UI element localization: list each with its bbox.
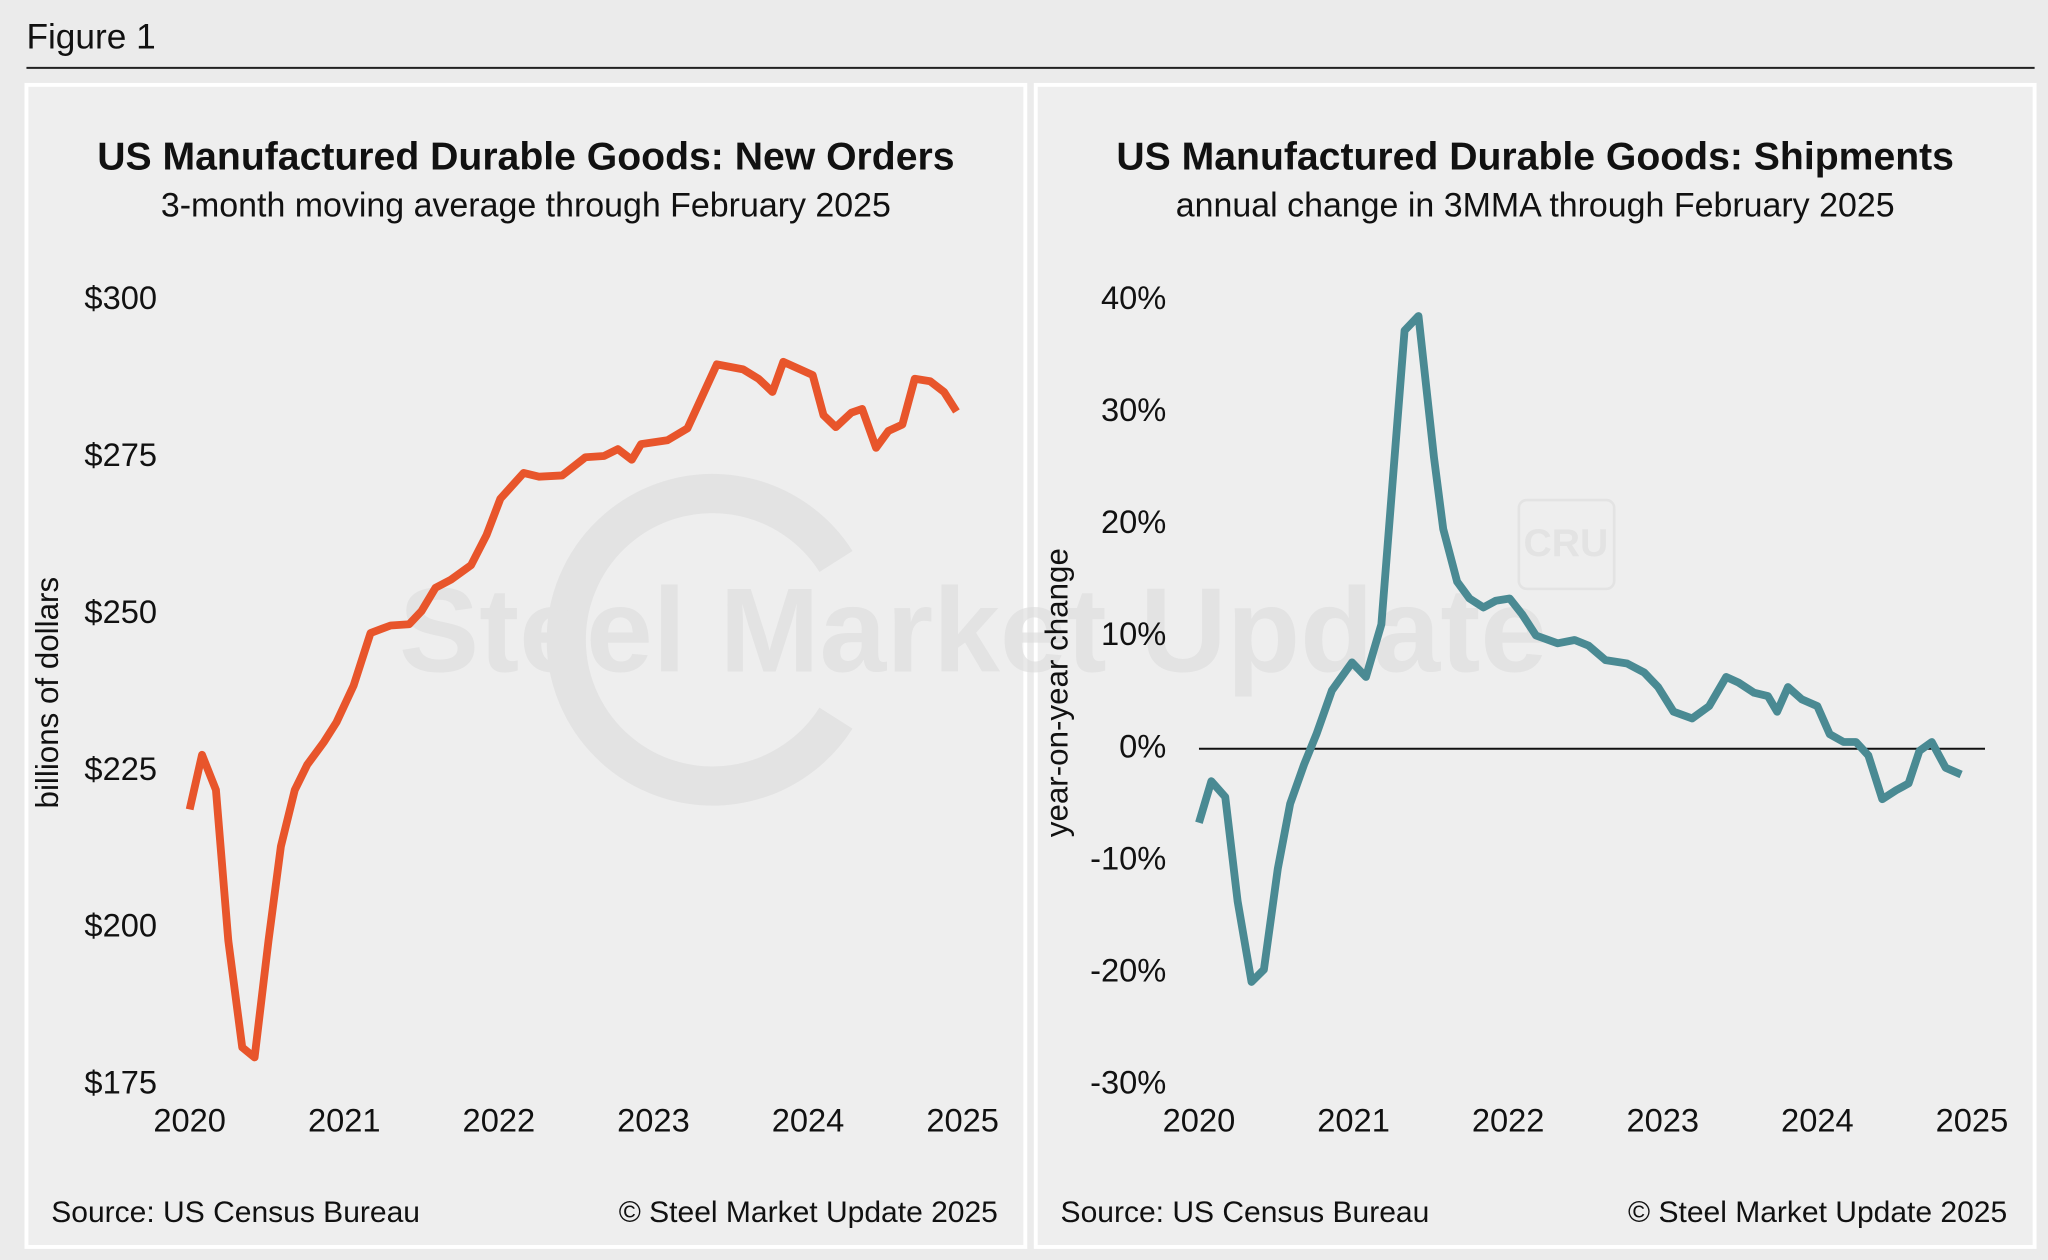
panel <box>1033 82 2037 1249</box>
y-tick-label: 30% <box>1101 391 1166 428</box>
y-tick-label: 10% <box>1101 615 1166 652</box>
x-tick-label: 2021 <box>1317 1102 1390 1139</box>
x-tick-label: 2023 <box>1626 1102 1699 1139</box>
y-tick-label: $300 <box>84 279 157 316</box>
data-line <box>1195 312 1963 986</box>
chart: US Manufactured Durable Goods: Shipments… <box>1040 136 2009 1230</box>
y-tick-label: -30% <box>1090 1064 1166 1101</box>
x-tick-label: 2021 <box>308 1102 381 1139</box>
figure-label: Figure 1 <box>26 17 155 56</box>
x-tick-label: 2020 <box>1163 1102 1236 1139</box>
chart-subtitle: annual change in 3MMA through February 2… <box>1176 187 1895 225</box>
charts: US Manufactured Durable Goods: New Order… <box>30 136 2008 1230</box>
y-tick-label: $225 <box>84 750 157 787</box>
y-tick-label: $175 <box>84 1064 157 1101</box>
source: Source: US Census Bureau <box>51 1196 420 1229</box>
y-tick-label: -10% <box>1090 839 1166 876</box>
y-axis-label: billions of dollars <box>30 577 65 809</box>
watermark-text: Steel Market Update <box>399 564 1547 698</box>
x-tick-label: 2025 <box>926 1102 999 1139</box>
watermark-logo: CRU <box>1523 522 1608 565</box>
y-axis-label: year-on-year change <box>1040 548 1075 837</box>
y-tick-label: 0% <box>1119 727 1166 764</box>
chart-title: US Manufactured Durable Goods: Shipments <box>1116 136 1954 179</box>
x-tick-label: 2024 <box>772 1102 845 1139</box>
x-tick-label: 2020 <box>153 1102 226 1139</box>
x-tick-label: 2025 <box>1936 1102 2009 1139</box>
y-tick-label: 20% <box>1101 503 1166 540</box>
y-tick-label: $275 <box>84 436 157 473</box>
chart: US Manufactured Durable Goods: New Order… <box>30 136 999 1230</box>
y-tick-label: $200 <box>84 907 157 944</box>
chart-title: US Manufactured Durable Goods: New Order… <box>97 136 954 179</box>
x-tick-label: 2022 <box>463 1102 536 1139</box>
y-tick-label: $250 <box>84 593 157 630</box>
watermark-arc <box>546 474 853 806</box>
data-line <box>185 357 960 1062</box>
y-tick-label: 40% <box>1101 279 1166 316</box>
watermark-logo-box <box>1517 498 1616 591</box>
y-tick-label: -20% <box>1090 952 1166 989</box>
copyright: © Steel Market Update 2025 <box>1628 1196 2007 1229</box>
chart-subtitle: 3-month moving average through February … <box>161 187 891 225</box>
panel <box>24 82 1028 1249</box>
watermark: Steel Market Update CRU <box>399 474 1616 806</box>
x-tick-label: 2023 <box>617 1102 690 1139</box>
copyright: © Steel Market Update 2025 <box>619 1196 998 1229</box>
x-tick-label: 2024 <box>1781 1102 1854 1139</box>
source: Source: US Census Bureau <box>1061 1196 1430 1229</box>
x-tick-label: 2022 <box>1472 1102 1545 1139</box>
